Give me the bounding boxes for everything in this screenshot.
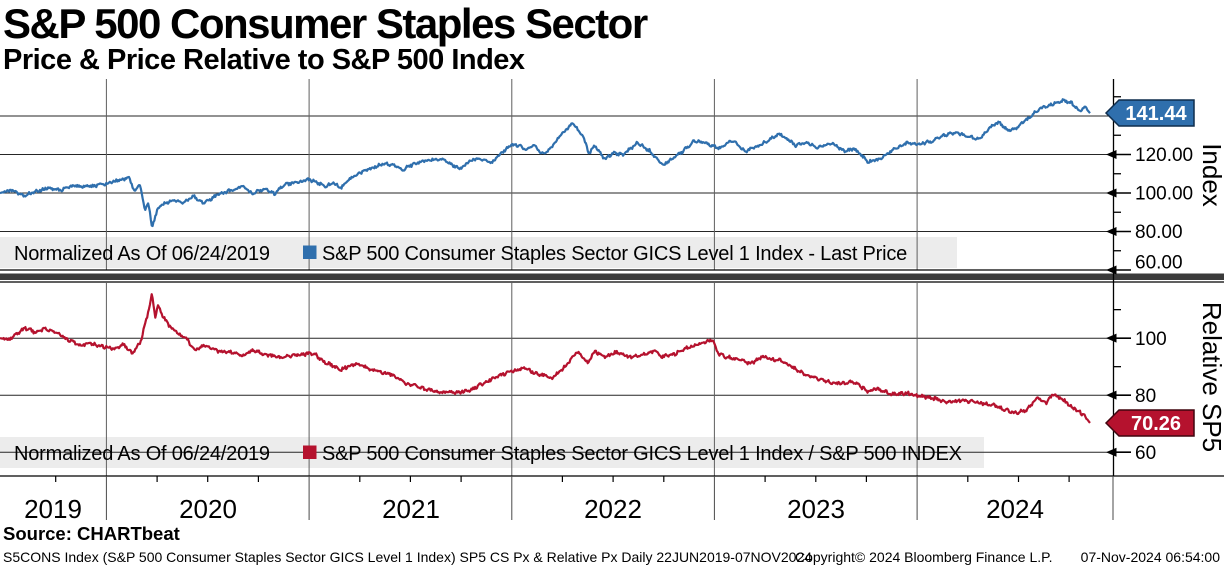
y-axis-title-index: Index [1197, 143, 1224, 207]
chart-title: S&P 500 Consumer Staples Sector [3, 0, 648, 47]
gridlines-bottom [0, 282, 1113, 476]
ytick-label: 100.00 [1135, 184, 1193, 205]
ytick-label: 60.00 [1135, 253, 1183, 274]
svg-text:70.26: 70.26 [1131, 413, 1181, 435]
footer-copyright: Copyright© 2024 Bloomberg Finance L.P. [795, 549, 1053, 565]
year-label: 2020 [179, 494, 237, 522]
year-label: 2019 [24, 494, 82, 522]
staples-price-line [0, 98, 1091, 228]
ytick-label: 120.00 [1135, 145, 1193, 166]
legend-swatch-relative-price [303, 445, 317, 459]
chart-canvas[interactable]: Normalized As Of 06/24/2019 S&P 500 Cons… [0, 76, 1224, 522]
legend-label-relative-price: S&P 500 Consumer Staples Sector GICS Lev… [322, 443, 962, 465]
ytick-label: 100 [1135, 329, 1167, 350]
y-axis-title-relative: Relative SP5 [1197, 302, 1224, 452]
source-label: Source: CHARTbeat [3, 523, 180, 544]
chart-subtitle: Price & Price Relative to S&P 500 Index [3, 44, 525, 76]
year-label: 2024 [986, 494, 1044, 522]
legend-normalized-note-bottom: Normalized As Of 06/24/2019 [14, 443, 270, 465]
legend-bar-top [0, 237, 957, 268]
gridlines-top [0, 79, 1113, 270]
last-price-badge-relative: 70.26 [1104, 409, 1195, 437]
legend-normalized-note-top: Normalized As Of 06/24/2019 [14, 243, 270, 265]
svg-text:141.44: 141.44 [1125, 103, 1187, 125]
year-label: 2022 [584, 494, 642, 522]
last-price-badge-index: 141.44 [1104, 99, 1195, 127]
ytick-label: 80.00 [1135, 222, 1183, 243]
legend-swatch-staples-price [303, 245, 317, 259]
footer-ticker-info: S5CONS Index (S&P 500 Consumer Staples S… [3, 549, 813, 565]
panel-divider [0, 273, 1224, 280]
legend-label-staples-price: S&P 500 Consumer Staples Sector GICS Lev… [322, 243, 907, 265]
ytick-label: 60 [1135, 443, 1156, 464]
footer-timestamp: 07-Nov-2024 06:54:00 [1080, 549, 1220, 565]
relative-price-line [0, 293, 1091, 424]
x-axis-year-labels: 2019 2020 2021 2022 2023 2024 [24, 494, 1044, 522]
year-label: 2023 [787, 494, 845, 522]
axis-ticks [55, 96, 1131, 520]
ytick-label: 80 [1135, 386, 1156, 407]
year-label: 2021 [382, 494, 440, 522]
